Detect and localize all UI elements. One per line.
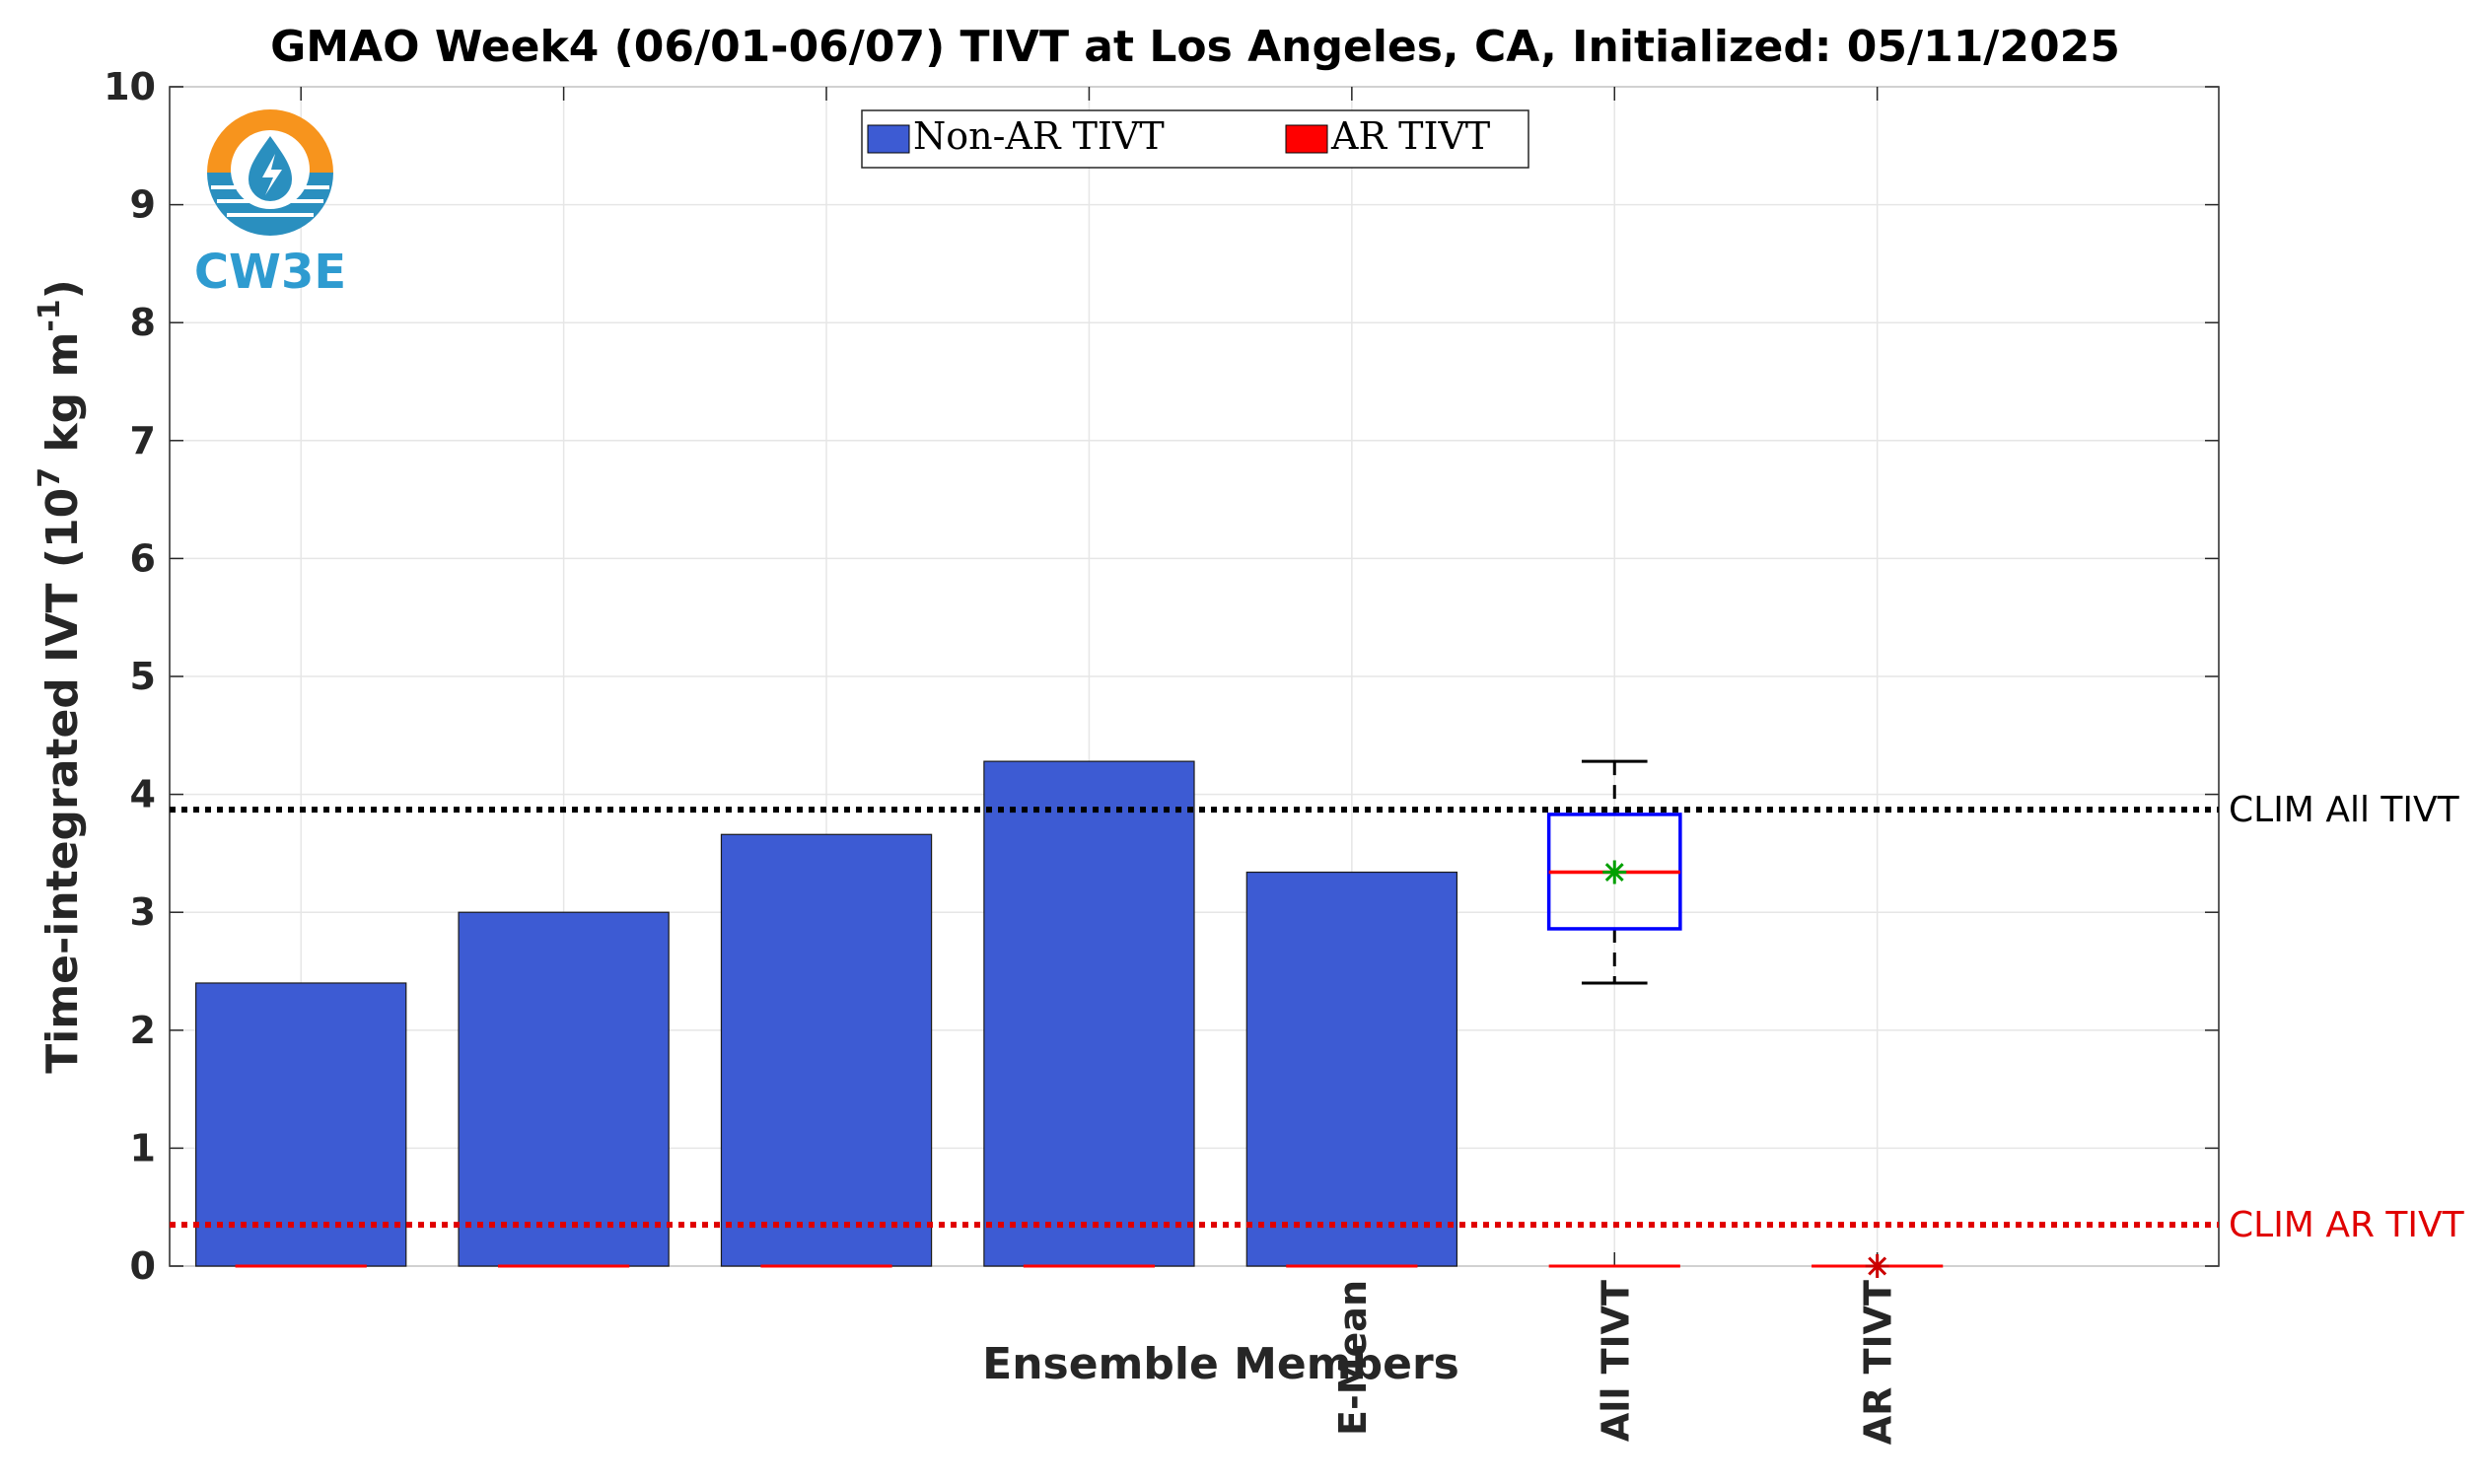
- bars: [195, 760, 1944, 1268]
- lightning-icon: [262, 154, 282, 195]
- x-tick-label: All TIVT: [1594, 1280, 1637, 1442]
- reference-line-label: CLIM AR TIVT: [2229, 1205, 2465, 1245]
- x-tick-label: AR TIVT: [1857, 1280, 1900, 1445]
- y-tick-label: 4: [130, 773, 156, 816]
- logo-text: CW3E: [194, 245, 346, 300]
- legend-label-ar: AR TIVT: [1330, 114, 1490, 158]
- y-tick-label: 9: [130, 183, 156, 227]
- reference-line-label: CLIM All TIVT: [2229, 790, 2460, 830]
- x-tick-label: E-Mean: [1331, 1280, 1375, 1436]
- y-tick-label: 1: [130, 1126, 156, 1169]
- boxplot-all-tivt: [1546, 759, 1889, 1278]
- legend-swatch-ar: [1285, 124, 1328, 154]
- bar-non-ar-tivt: [720, 833, 933, 1267]
- y-tick-label: 5: [130, 655, 156, 698]
- x-axis-label: Ensemble Members: [982, 1339, 1459, 1389]
- bar-non-ar-tivt: [1245, 871, 1458, 1267]
- bar-non-ar-tivt: [195, 982, 407, 1267]
- legend-swatch-non-ar: [867, 124, 910, 154]
- cw3e-logo: CW3E: [194, 109, 346, 300]
- x-axis: E-Mean All TIVT AR TIVT: [300, 87, 1900, 1445]
- legend-box: [861, 109, 1529, 169]
- legend-label-non-ar: Non-AR TIVT: [913, 114, 1165, 158]
- ar-tivt-marker: [1865, 1254, 1889, 1278]
- y-axis: 0 1 2 3 4 5 6 7 8 9 10: [104, 65, 2219, 1288]
- y-tick-label: 2: [130, 1009, 156, 1052]
- bar-non-ar-tivt: [983, 760, 1195, 1267]
- mean-marker: [1602, 860, 1627, 884]
- y-tick-label: 7: [130, 419, 156, 462]
- y-axis-label: Time-integrated IVT (107 kg m-1): [33, 279, 88, 1074]
- y-tick-label: 0: [130, 1244, 156, 1288]
- y-tick-label: 8: [130, 301, 156, 344]
- y-tick-label: 3: [130, 890, 156, 934]
- y-tick-label: 10: [104, 65, 156, 108]
- bar-non-ar-tivt: [458, 911, 670, 1267]
- chart-title: GMAO Week4 (06/01-06/07) TIVT at Los Ang…: [270, 22, 2120, 72]
- legend: Non-AR TIVT AR TIVT: [861, 109, 1529, 169]
- y-tick-label: 6: [130, 536, 156, 580]
- reference-lines: CLIM All TIVT CLIM AR TIVT: [170, 790, 2465, 1245]
